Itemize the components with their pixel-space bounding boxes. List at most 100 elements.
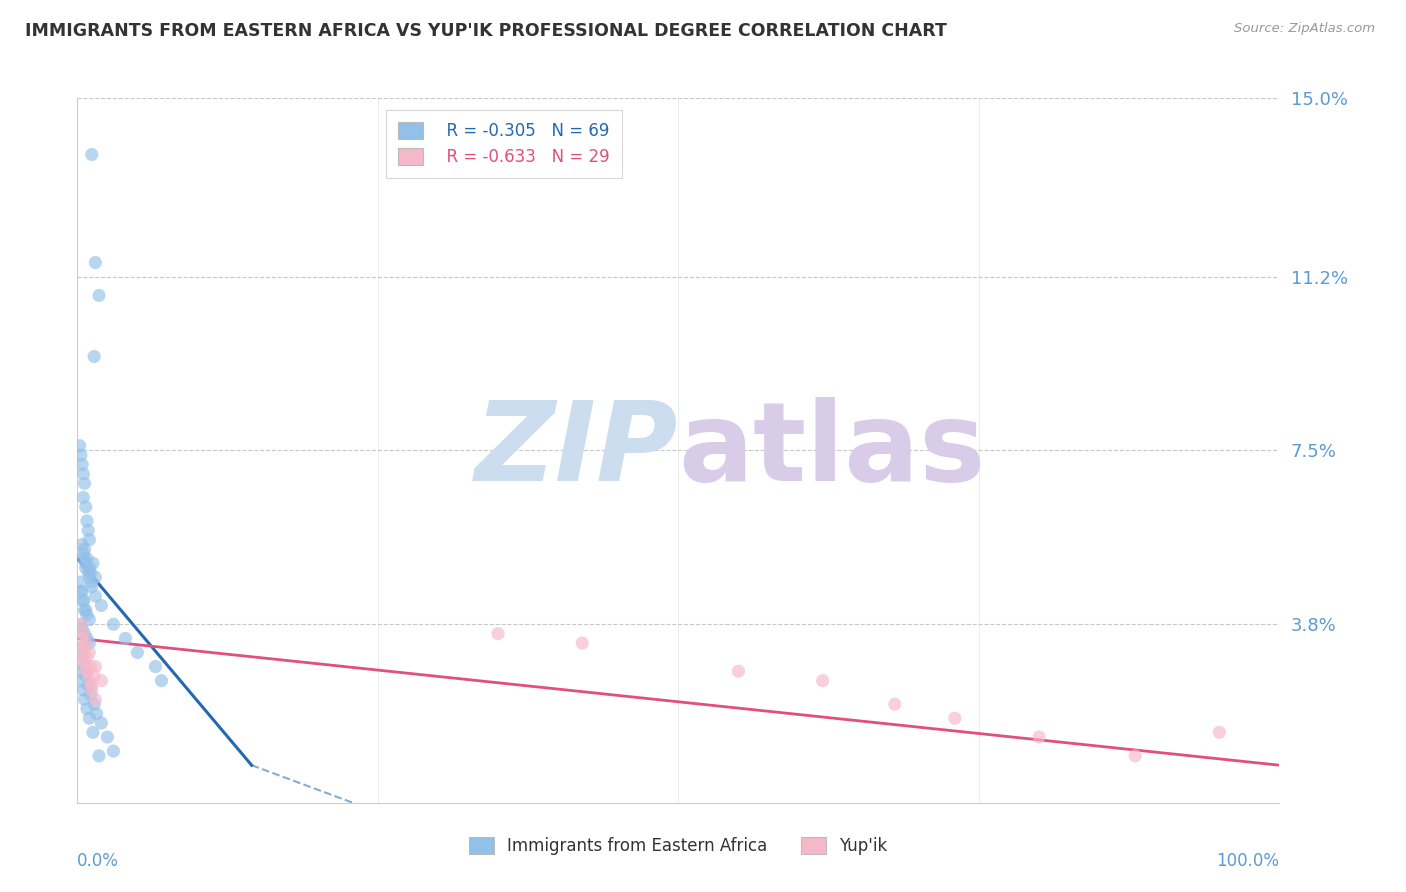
Text: ZIP: ZIP xyxy=(475,397,679,504)
Point xyxy=(103,744,125,758)
Point xyxy=(73,659,96,673)
Point xyxy=(80,580,103,594)
Point xyxy=(83,669,105,683)
Point xyxy=(70,622,93,636)
Point xyxy=(76,632,98,646)
Point xyxy=(90,715,112,730)
Point xyxy=(1123,748,1146,763)
Point xyxy=(73,626,96,640)
Point xyxy=(80,683,103,698)
Point xyxy=(76,650,98,665)
Point xyxy=(571,636,593,650)
Point xyxy=(87,748,110,763)
Point xyxy=(72,655,94,669)
Legend: Immigrants from Eastern Africa, Yup'ik: Immigrants from Eastern Africa, Yup'ik xyxy=(460,827,897,865)
Point xyxy=(69,665,91,679)
Point xyxy=(75,636,97,650)
Point xyxy=(70,640,93,655)
Point xyxy=(79,613,101,627)
Point xyxy=(70,448,93,462)
Point xyxy=(76,702,98,716)
Point xyxy=(72,594,94,608)
Point xyxy=(80,147,103,161)
Point xyxy=(69,439,91,453)
Point xyxy=(72,594,94,608)
Point xyxy=(75,561,97,575)
Point xyxy=(77,566,100,580)
Point xyxy=(82,725,104,739)
Point xyxy=(79,688,101,702)
Point xyxy=(69,574,91,589)
Point xyxy=(84,570,107,584)
Point xyxy=(1208,725,1230,739)
Point xyxy=(72,626,94,640)
Point xyxy=(76,551,98,566)
Text: Source: ZipAtlas.com: Source: ZipAtlas.com xyxy=(1234,22,1375,36)
Point xyxy=(73,476,96,491)
Point xyxy=(84,255,107,269)
Point xyxy=(76,665,98,679)
Point xyxy=(73,603,96,617)
Point xyxy=(70,645,93,659)
Point xyxy=(79,636,101,650)
Point xyxy=(79,561,101,575)
Point xyxy=(83,350,105,364)
Point xyxy=(70,632,93,646)
Text: 0.0%: 0.0% xyxy=(77,852,120,870)
Text: atlas: atlas xyxy=(679,397,986,504)
Point xyxy=(77,524,100,538)
Point xyxy=(96,730,118,744)
Point xyxy=(103,617,125,632)
Point xyxy=(73,692,96,706)
Point xyxy=(72,547,94,561)
Point xyxy=(86,706,108,721)
Point xyxy=(811,673,834,688)
Point xyxy=(76,607,98,622)
Point xyxy=(943,711,966,725)
Point xyxy=(79,566,101,580)
Point xyxy=(76,514,98,528)
Point xyxy=(90,673,112,688)
Point xyxy=(727,665,749,679)
Point xyxy=(75,603,97,617)
Point xyxy=(80,678,103,692)
Point xyxy=(75,500,97,514)
Point xyxy=(75,669,97,683)
Point xyxy=(75,556,97,570)
Text: 100.0%: 100.0% xyxy=(1216,852,1279,870)
Point xyxy=(70,673,93,688)
Point xyxy=(70,458,93,472)
Point xyxy=(84,659,107,673)
Point xyxy=(127,645,149,659)
Point xyxy=(79,673,101,688)
Point xyxy=(72,683,94,698)
Point xyxy=(79,711,101,725)
Point xyxy=(70,537,93,551)
Point xyxy=(76,665,98,679)
Point xyxy=(79,533,101,547)
Point xyxy=(84,692,107,706)
Point xyxy=(73,640,96,655)
Point xyxy=(84,589,107,603)
Point xyxy=(83,697,105,711)
Point xyxy=(72,551,94,566)
Point xyxy=(145,659,167,673)
Point xyxy=(114,632,136,646)
Point xyxy=(70,617,93,632)
Point xyxy=(90,599,112,613)
Point xyxy=(79,659,101,673)
Point xyxy=(150,673,173,688)
Point xyxy=(72,467,94,481)
Point xyxy=(80,574,103,589)
Point xyxy=(79,645,101,659)
Point xyxy=(72,491,94,505)
Point xyxy=(70,617,93,632)
Point xyxy=(1028,730,1050,744)
Point xyxy=(486,626,509,640)
Point xyxy=(79,570,101,584)
Point xyxy=(73,542,96,557)
Text: IMMIGRANTS FROM EASTERN AFRICA VS YUP'IK PROFESSIONAL DEGREE CORRELATION CHART: IMMIGRANTS FROM EASTERN AFRICA VS YUP'IK… xyxy=(25,22,948,40)
Point xyxy=(70,584,93,599)
Point xyxy=(77,678,100,692)
Point xyxy=(70,584,93,599)
